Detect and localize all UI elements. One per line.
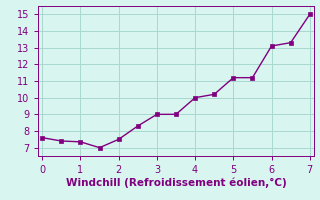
X-axis label: Windchill (Refroidissement éolien,°C): Windchill (Refroidissement éolien,°C) <box>66 178 286 188</box>
